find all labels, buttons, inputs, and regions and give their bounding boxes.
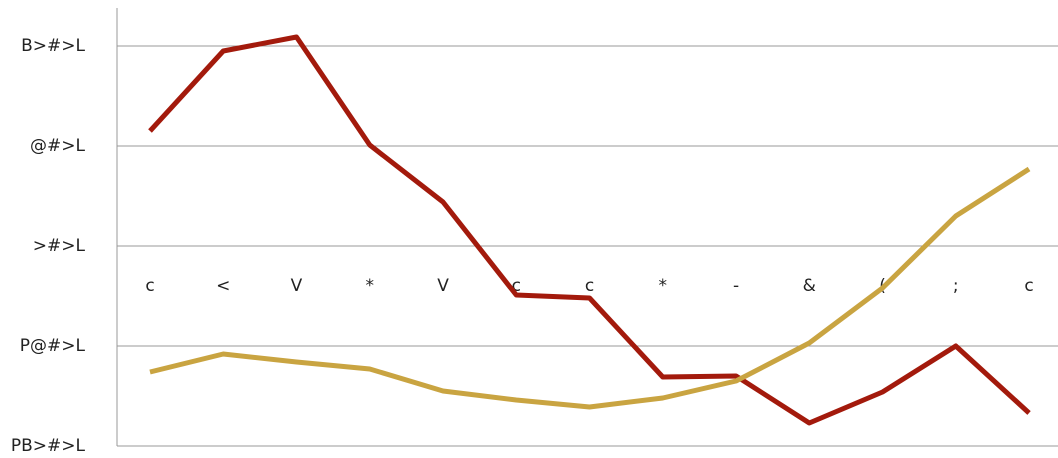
x-tick-label: V	[437, 276, 449, 296]
x-tick-label: c	[1024, 276, 1033, 296]
x-tick-label: *	[659, 276, 668, 296]
x-tick-label: c	[145, 276, 154, 296]
x-tick-label: *	[366, 276, 375, 296]
y-tick-label: B>#>L	[21, 36, 85, 56]
line-series	[149, 166, 1031, 410]
x-tick-label: <	[216, 276, 230, 296]
x-tick-label: c	[585, 276, 594, 296]
y-tick-label: @#>L	[30, 136, 85, 156]
y-tick-label: >#>L	[33, 236, 86, 256]
y-tick-label: PB>#>L	[11, 436, 86, 456]
x-tick-label: ;	[953, 276, 959, 296]
x-tick-label: c	[512, 276, 521, 296]
y-tick-label: P@#>L	[20, 336, 86, 356]
line-series	[148, 34, 1031, 426]
x-tick-label: V	[291, 276, 303, 296]
x-tick-label: -	[733, 276, 739, 296]
x-tick-label: &	[803, 276, 816, 296]
